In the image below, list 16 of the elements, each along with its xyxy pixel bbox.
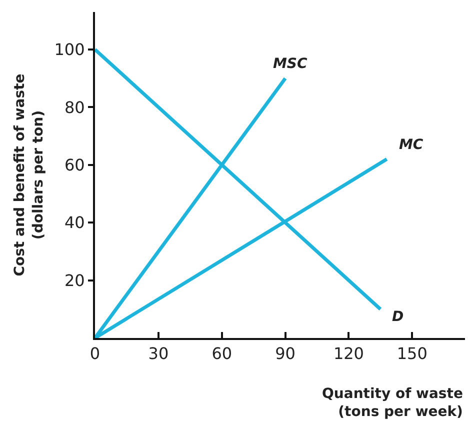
x-tick-label: 60 xyxy=(212,344,232,364)
x-tick-label: 0 xyxy=(90,344,100,364)
y-axis-title: Cost and benefit of waste (dollars per ton) xyxy=(12,74,46,276)
y-tick-label: 100 xyxy=(54,40,85,60)
y-tick-label: 20 xyxy=(64,270,85,290)
x-axis-title: Quantity of waste (tons per week) xyxy=(322,386,463,420)
y-tick-label: 40 xyxy=(64,213,85,232)
x-tick-label: 120 xyxy=(333,344,364,364)
x-tick-label: 150 xyxy=(396,344,428,364)
x-tick-label: 30 xyxy=(148,344,169,364)
y-tick-label: 60 xyxy=(64,156,85,174)
series-label: D xyxy=(392,309,404,325)
x-tick-label: 90 xyxy=(275,344,296,364)
series-label: MSC xyxy=(273,56,308,72)
y-tick-label: 80 xyxy=(64,98,85,117)
series-label: MC xyxy=(399,137,424,153)
